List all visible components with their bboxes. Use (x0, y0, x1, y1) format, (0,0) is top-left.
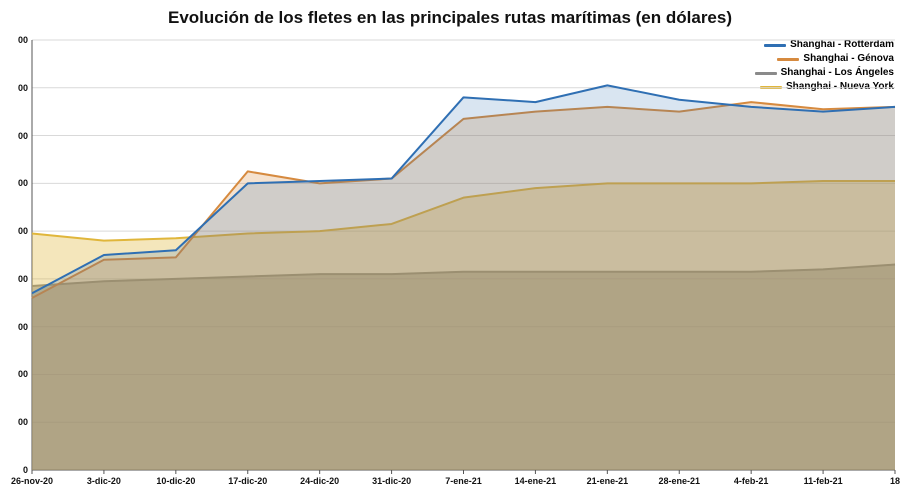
y-tick-label: 00 (18, 417, 28, 427)
x-tick-label: 24-dic-20 (300, 476, 339, 486)
x-tick-label: 17-dic-20 (228, 476, 267, 486)
y-axis-labels: 0000000000000000000 (0, 0, 28, 502)
x-tick-label: 11-feb-21 (804, 476, 843, 486)
plot-area (0, 0, 900, 502)
x-tick-label: 14-ene-21 (515, 476, 557, 486)
x-tick-label: 18 (890, 476, 900, 486)
x-tick-label: 3-dic-20 (87, 476, 121, 486)
freight-chart: Evolución de los fletes en las principal… (0, 0, 900, 502)
y-tick-label: 00 (18, 274, 28, 284)
y-tick-label: 00 (18, 178, 28, 188)
x-axis-labels: 26-nov-20 3-dic-20 10-dic-20 17-dic-20 24-di… (0, 476, 900, 496)
y-tick-label: 00 (18, 369, 28, 379)
x-tick-label: 4-feb-21 (734, 476, 769, 486)
x-tick-label: 21-ene-21 (587, 476, 629, 486)
y-tick-label: 00 (18, 131, 28, 141)
x-tick-label: 31-dic-20 (372, 476, 411, 486)
y-tick-label: 00 (18, 322, 28, 332)
y-tick-label: 00 (18, 35, 28, 45)
y-tick-label: 0 (23, 465, 28, 475)
x-tick-label: 28-ene-21 (658, 476, 700, 486)
y-tick-label: 00 (18, 83, 28, 93)
x-tick-label: 26-nov-20 (11, 476, 53, 486)
y-tick-label: 00 (18, 226, 28, 236)
area-shanghai---rotterdam (32, 85, 895, 470)
x-tick-label: 10-dic-20 (156, 476, 195, 486)
x-tick-label: 7-ene-21 (445, 476, 482, 486)
